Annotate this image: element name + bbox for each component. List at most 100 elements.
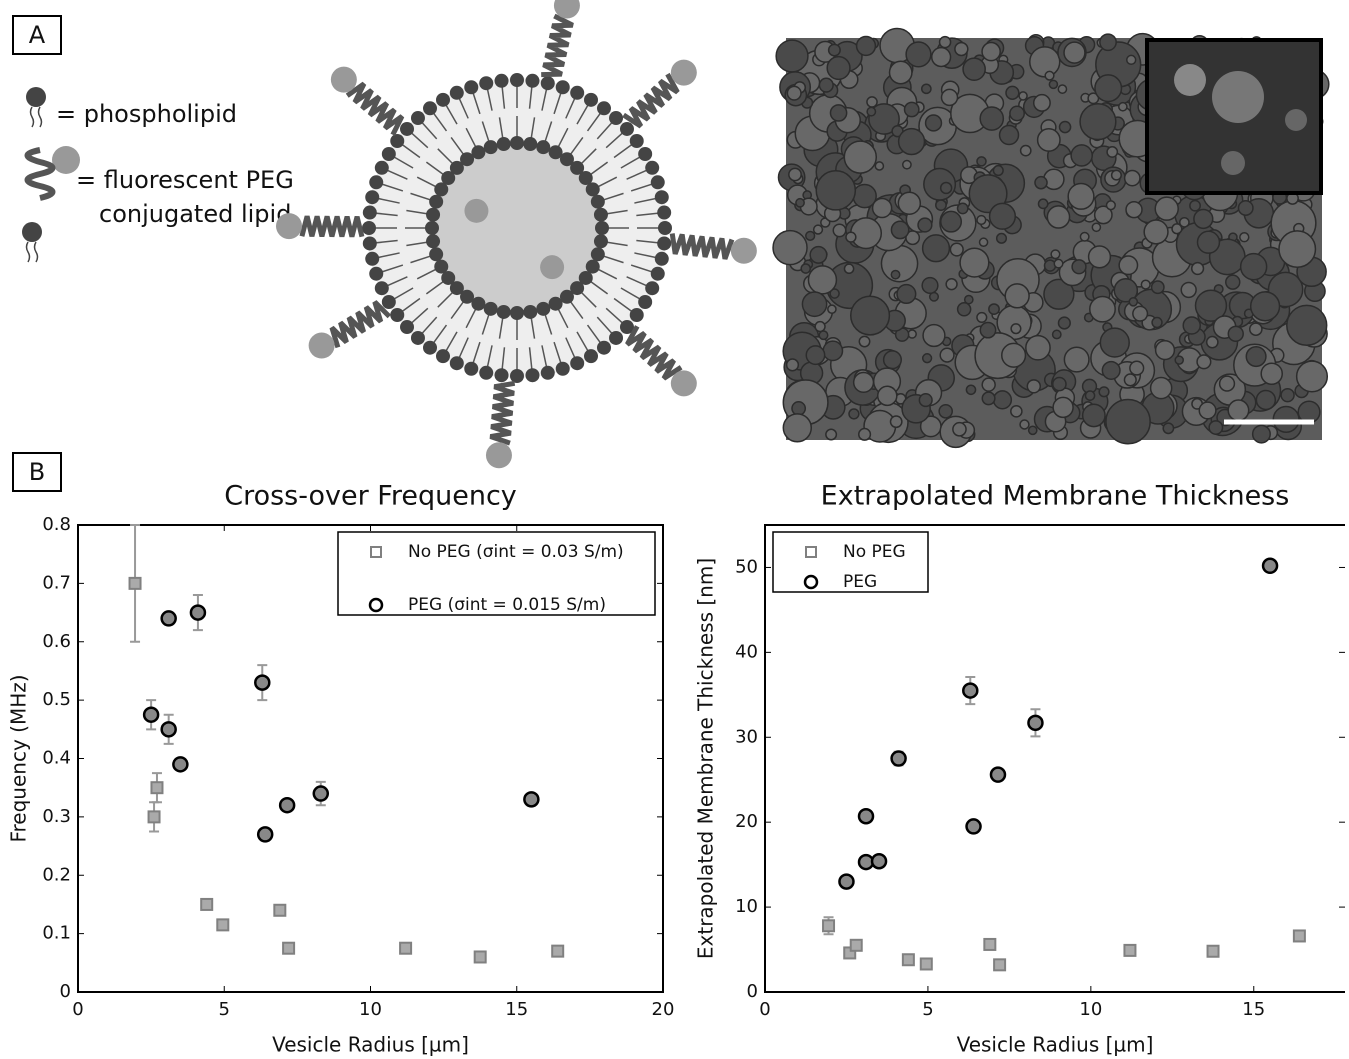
tail bbox=[576, 331, 591, 354]
tail bbox=[372, 239, 398, 244]
head bbox=[578, 171, 593, 186]
head bbox=[434, 259, 449, 274]
vesicle bbox=[866, 106, 877, 117]
marker bbox=[1027, 714, 1044, 732]
vesicle bbox=[903, 101, 920, 118]
head bbox=[525, 368, 540, 383]
y-tick-label: 0.7 bbox=[42, 572, 71, 593]
vesicle bbox=[940, 210, 963, 233]
vesicle bbox=[1245, 345, 1267, 368]
legend-marker bbox=[803, 574, 819, 590]
vesicle bbox=[976, 311, 988, 324]
vesicle bbox=[896, 283, 917, 305]
vesicle bbox=[1009, 105, 1025, 122]
tail bbox=[541, 86, 548, 111]
vesicle bbox=[992, 390, 1013, 410]
vesicle bbox=[1118, 255, 1139, 276]
head bbox=[585, 182, 600, 197]
fluorophore bbox=[540, 255, 565, 280]
inset-vesicle bbox=[1221, 151, 1245, 175]
vesicle bbox=[1010, 323, 1022, 335]
tail bbox=[530, 117, 536, 142]
vesicle bbox=[1099, 33, 1117, 52]
vesicle bbox=[1084, 390, 1096, 401]
vesicle bbox=[1123, 169, 1141, 187]
head bbox=[496, 304, 511, 319]
vesicle bbox=[871, 197, 893, 219]
head bbox=[638, 295, 653, 309]
marker bbox=[962, 682, 979, 699]
vesicle bbox=[1248, 322, 1263, 336]
head bbox=[650, 175, 665, 190]
head bbox=[429, 194, 444, 209]
y-tick-label: 0.6 bbox=[42, 631, 71, 652]
vesicle bbox=[1237, 199, 1254, 216]
marker bbox=[870, 852, 888, 870]
tail bbox=[595, 267, 618, 280]
head bbox=[436, 349, 450, 364]
vesicle bbox=[1113, 278, 1139, 303]
head bbox=[590, 194, 605, 209]
vesicle bbox=[1099, 327, 1130, 358]
vesicle bbox=[1043, 278, 1075, 310]
vesicle bbox=[843, 140, 878, 174]
vesicle bbox=[1126, 54, 1137, 66]
tail bbox=[399, 142, 421, 159]
fluorophore bbox=[308, 332, 335, 359]
vesicle bbox=[1179, 216, 1190, 228]
tail bbox=[391, 287, 414, 302]
tail bbox=[375, 197, 400, 204]
vesicle bbox=[1151, 316, 1163, 329]
tail bbox=[408, 307, 429, 326]
vesicle bbox=[1171, 223, 1183, 235]
tail bbox=[419, 119, 438, 140]
marker bbox=[822, 919, 836, 933]
y-tick-label: 0 bbox=[747, 981, 758, 1002]
vesicle bbox=[1052, 396, 1074, 419]
inset-vesicle bbox=[1212, 71, 1264, 123]
vesicle bbox=[805, 345, 826, 366]
y-tick-label: 0.3 bbox=[42, 806, 71, 827]
head bbox=[593, 207, 608, 222]
legend-label: PEG (σint = 0.015 S/m) bbox=[408, 595, 606, 615]
vesicle bbox=[1093, 205, 1113, 225]
head bbox=[570, 356, 585, 371]
tail bbox=[471, 341, 481, 367]
vesicle bbox=[849, 217, 883, 250]
vesicle bbox=[921, 234, 951, 263]
marker bbox=[989, 766, 1007, 783]
head bbox=[596, 340, 611, 355]
vesicle bbox=[1057, 316, 1071, 330]
panel-label-box bbox=[12, 452, 62, 492]
vesicle bbox=[1029, 46, 1061, 78]
tail bbox=[626, 276, 650, 288]
head bbox=[449, 356, 464, 371]
vesicle bbox=[1196, 230, 1221, 254]
vesicle bbox=[1225, 274, 1241, 290]
vesicle bbox=[855, 35, 877, 57]
vesicle bbox=[1125, 200, 1143, 219]
tail bbox=[605, 130, 626, 149]
marker bbox=[278, 796, 296, 814]
vesicle bbox=[1105, 200, 1116, 211]
vesicle bbox=[788, 167, 802, 182]
vesicle bbox=[890, 220, 910, 240]
marker bbox=[254, 674, 271, 691]
tail bbox=[437, 148, 456, 167]
vesicle bbox=[1098, 386, 1110, 398]
vesicle bbox=[918, 392, 933, 408]
head bbox=[381, 295, 396, 309]
vesicle bbox=[1046, 205, 1071, 229]
vesicle bbox=[1051, 329, 1062, 340]
vesicle bbox=[827, 43, 841, 57]
vesicle bbox=[1052, 376, 1067, 392]
fluorophore bbox=[276, 213, 303, 240]
vesicle bbox=[1037, 198, 1049, 210]
legend-box bbox=[337, 531, 656, 616]
vesicle bbox=[786, 85, 802, 101]
vesicle bbox=[825, 428, 838, 441]
key-text: conjugated lipid bbox=[99, 200, 291, 228]
vesicle bbox=[1094, 74, 1123, 103]
marker bbox=[160, 610, 177, 627]
vesicle bbox=[1105, 398, 1151, 445]
